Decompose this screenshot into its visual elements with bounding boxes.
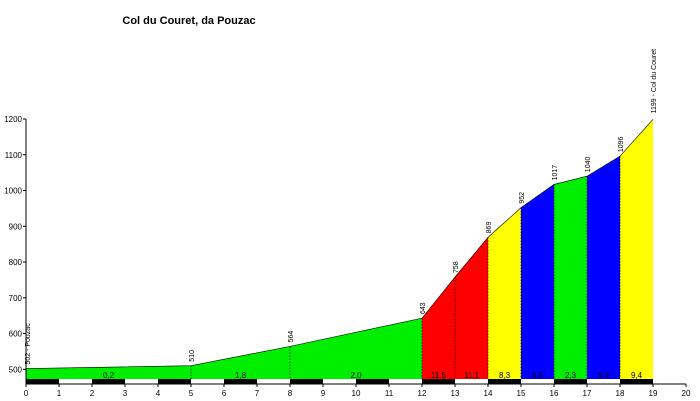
x-tick-label: 7 (255, 389, 260, 398)
y-tick-label: 800 (9, 258, 23, 267)
gradient-label-1: 1,8 (235, 371, 247, 380)
altitude-label-2: 643 (420, 302, 427, 314)
altitude-label-6: 1017 (552, 165, 559, 181)
gradient-label-4: 11,1 (464, 371, 480, 380)
altitude-label-8: 1096 (618, 137, 625, 153)
chart-title: Col du Couret, da Pouzac (122, 15, 255, 27)
x-tick-label: 9 (321, 389, 326, 398)
km-bar-segment (521, 379, 554, 384)
x-tick-label: 13 (451, 389, 460, 398)
km-bar-segment (158, 379, 191, 384)
altitude-label-0: 510 (189, 350, 196, 362)
x-tick-label: 15 (517, 389, 526, 398)
y-tick-label: 1200 (4, 115, 22, 124)
altitude-label-5: 952 (519, 192, 526, 204)
km-bar-segment (92, 379, 125, 384)
km-bar-segment (59, 379, 92, 384)
y-tick-label: 500 (9, 365, 23, 374)
km-bar-segment (125, 379, 158, 384)
segment-area-0 (26, 365, 191, 380)
segment-area-8 (587, 156, 620, 380)
gradient-label-3: 11,5 (431, 371, 447, 380)
x-tick-label: 12 (418, 389, 427, 398)
km-bar-segment (290, 379, 323, 384)
altitude-label-1: 564 (288, 331, 295, 343)
segment-area-3 (422, 277, 455, 380)
x-tick-label: 11 (385, 389, 394, 398)
y-tick-label: 600 (9, 330, 23, 339)
x-tick-label: 8 (288, 389, 293, 398)
segment-area-7 (554, 176, 587, 380)
x-tick-label: 6 (222, 389, 227, 398)
gradient-label-6: 6,5 (532, 371, 544, 380)
segment-area-5 (488, 207, 521, 380)
y-tick-label: 900 (9, 222, 23, 231)
x-tick-label: 19 (649, 389, 658, 398)
profile-line-group (25, 119, 654, 369)
altitude-label-7: 1040 (585, 157, 592, 173)
altitude-labels: 510 564 643 758 869 952 1017 1040 1096 502 - Pouz… (25, 49, 658, 365)
km-bar-segment (422, 379, 455, 384)
x-tick-label: 0 (24, 389, 29, 398)
gradient-label-9: 9,4 (631, 371, 643, 380)
gradient-labels: 0,2 1,8 2,0 11,5 11,1 8,3 6,5 2,3 5,6 9,4 (103, 371, 643, 380)
km-bar-segment (620, 379, 653, 384)
x-tick-label: 5 (189, 389, 194, 398)
km-bar-segment (191, 379, 224, 384)
x-tick-label: 20 (682, 389, 691, 398)
segment-area-6 (521, 184, 554, 380)
start-label: 502 - Pouzac (25, 323, 32, 365)
km-bar-segment (26, 379, 59, 384)
km-bar-segment (389, 379, 422, 384)
y-tick-label: 1100 (5, 151, 23, 160)
km-bar-segment (488, 379, 521, 384)
segment-areas (26, 119, 653, 380)
x-tick-label: 1 (57, 389, 62, 398)
x-tick-label: 3 (123, 389, 128, 398)
gradient-label-5: 8,3 (499, 371, 511, 380)
x-tick-label: 17 (583, 389, 592, 398)
altitude-label-4: 869 (486, 222, 493, 234)
x-tick-label: 10 (352, 389, 361, 398)
km-bar-segment (455, 379, 488, 384)
x-tick-label: 14 (484, 389, 493, 398)
kilometer-bar (26, 379, 653, 384)
y-tick-label: 700 (9, 294, 23, 303)
segment-dividers (190, 156, 621, 380)
profile-line (25, 119, 654, 369)
segment-area-9 (620, 119, 653, 380)
gradient-label-0: 0,2 (103, 371, 115, 380)
y-tick-label: 1000 (4, 187, 22, 196)
km-bar-segment (587, 379, 620, 384)
km-bar-segment (257, 379, 290, 384)
x-tick-label: 18 (616, 389, 625, 398)
gradient-label-7: 2,3 (565, 371, 577, 380)
km-bar-segment (356, 379, 389, 384)
segment-area-2 (290, 318, 422, 380)
km-bar-segment (554, 379, 587, 384)
segment-area-1 (191, 346, 290, 380)
km-bar-segment (323, 379, 356, 384)
x-tick-label: 4 (156, 389, 161, 398)
altitude-label-3: 758 (453, 261, 460, 273)
gradient-label-2: 2,0 (350, 371, 362, 380)
gradient-label-8: 5,6 (598, 371, 610, 380)
end-label: 1199 - Col du Couret (651, 49, 658, 114)
segment-area-4 (455, 237, 488, 380)
x-tick-label: 16 (550, 389, 559, 398)
km-bar-segment (224, 379, 257, 384)
x-tick-label: 2 (90, 389, 95, 398)
